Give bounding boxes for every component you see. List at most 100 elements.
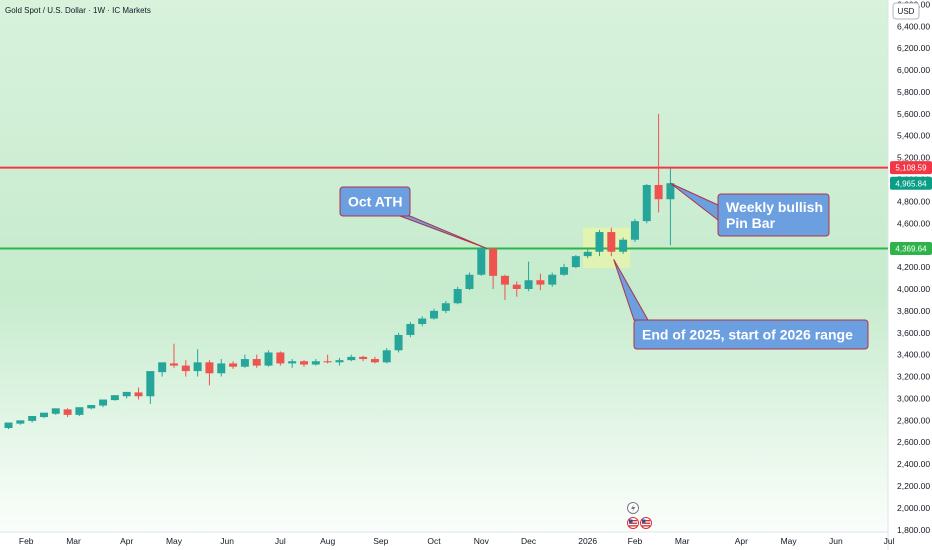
- y-tick-label: 3,000.00: [897, 393, 930, 403]
- us-flag-icon[interactable]: [627, 517, 639, 529]
- candle-body: [276, 352, 285, 364]
- price-tag: [890, 242, 932, 256]
- y-tick-label: 5,200.00: [897, 153, 930, 163]
- candle-body: [311, 361, 320, 365]
- candle-body: [418, 318, 427, 325]
- chart-title: Gold Spot / U.S. Dollar · 1W · IC Market…: [5, 6, 151, 15]
- candle-body: [4, 422, 13, 429]
- callout-box[interactable]: [717, 193, 830, 237]
- us-flag-icon[interactable]: [640, 517, 652, 529]
- x-tick-label: May: [781, 536, 798, 546]
- candle-body: [500, 275, 509, 285]
- y-tick-label: 5,600.00: [897, 109, 930, 119]
- x-tick-label: Feb: [19, 536, 34, 546]
- candle-body: [146, 371, 155, 397]
- candle-body: [453, 288, 462, 304]
- price-tag-label: 4,965.84: [895, 179, 927, 188]
- price-tags-layer: 5,108.59 4,369.64 4,965.84: [890, 161, 932, 256]
- candle-body: [512, 284, 521, 289]
- price-tag-label: 5,108.59: [895, 164, 927, 173]
- candle-body: [28, 415, 37, 421]
- candle-body: [560, 267, 569, 275]
- callout-text: Oct ATH: [348, 194, 402, 210]
- x-tick-label: Aug: [320, 536, 335, 546]
- candle-body: [630, 221, 639, 240]
- x-tick-label: Sep: [373, 536, 388, 546]
- candle-body: [607, 232, 616, 252]
- candle-body: [51, 408, 60, 414]
- x-tick-label: Jul: [275, 536, 286, 546]
- x-tick-label: Apr: [735, 536, 748, 546]
- candle-body: [370, 359, 379, 363]
- y-tick-label: 3,800.00: [897, 306, 930, 316]
- y-tick-label: 3,600.00: [897, 328, 930, 338]
- x-tick-label: Mar: [66, 536, 81, 546]
- candle-body: [548, 274, 557, 285]
- price-tag: [890, 176, 932, 190]
- candle-body: [193, 362, 202, 372]
- callout-box[interactable]: [339, 186, 411, 217]
- x-tick-label: Mar: [675, 536, 690, 546]
- currency-button-label: USD: [898, 7, 915, 16]
- event-icons[interactable]: [627, 502, 652, 529]
- x-tick-label: 2026: [578, 536, 597, 546]
- x-tick-label: Feb: [628, 536, 643, 546]
- candle-body: [288, 361, 297, 364]
- x-tick-label: Jun: [829, 536, 843, 546]
- x-tick-label: Apr: [120, 536, 133, 546]
- callout-text: Weekly bullish: [726, 199, 823, 215]
- x-tick-label: Jul: [884, 536, 895, 546]
- callout-box[interactable]: [633, 319, 869, 350]
- candle-body: [99, 399, 108, 406]
- y-tick-label: 2,200.00: [897, 481, 930, 491]
- candle-body: [441, 303, 450, 311]
- y-tick-label: 6,400.00: [897, 21, 930, 31]
- currency-button[interactable]: USD: [892, 2, 920, 20]
- x-tick-label: Dec: [521, 536, 537, 546]
- y-tick-label: 3,400.00: [897, 350, 930, 360]
- candle-body: [240, 359, 249, 367]
- candle-body: [122, 391, 131, 397]
- candle-body: [382, 350, 391, 363]
- candle-body: [158, 362, 167, 373]
- y-tick-label: 4,800.00: [897, 196, 930, 206]
- candle-body: [347, 356, 356, 361]
- candle-body: [571, 256, 580, 268]
- candle-body: [75, 407, 84, 415]
- time-axis-background: [0, 532, 888, 550]
- x-tick-label: Nov: [474, 536, 490, 546]
- candle-body: [205, 362, 214, 374]
- candle-body: [583, 251, 592, 257]
- candle-body: [87, 405, 96, 409]
- callout-text: Pin Bar: [726, 215, 776, 231]
- candle-body: [394, 334, 403, 351]
- candle-body: [619, 239, 628, 252]
- y-tick-label: 2,600.00: [897, 437, 930, 447]
- y-tick-label: 4,200.00: [897, 262, 930, 272]
- candle-body: [489, 248, 498, 276]
- price-tag-label: 4,369.64: [895, 245, 927, 254]
- price-tag: [890, 161, 932, 175]
- candle-body: [524, 280, 533, 289]
- candle-body: [595, 232, 604, 252]
- candle-body: [181, 365, 190, 372]
- candle-body: [252, 359, 261, 366]
- candle-body: [666, 183, 675, 200]
- candle-body: [134, 392, 143, 397]
- y-tick-label: 1,800.00: [897, 525, 930, 535]
- candle-body: [654, 184, 663, 200]
- lightning-icon-glyph: [631, 504, 636, 512]
- candle-body: [465, 274, 474, 289]
- candle-body: [477, 248, 486, 275]
- candle-body: [300, 361, 308, 365]
- x-tick-label: Oct: [427, 536, 441, 546]
- candle-body: [39, 412, 48, 418]
- candle-body: [110, 395, 119, 401]
- callout-text: End of 2025, start of 2026 range: [642, 327, 853, 343]
- candle-body: [359, 356, 368, 360]
- x-tick-label: Jun: [220, 536, 234, 546]
- candle-body: [16, 420, 25, 424]
- y-tick-label: 2,800.00: [897, 415, 930, 425]
